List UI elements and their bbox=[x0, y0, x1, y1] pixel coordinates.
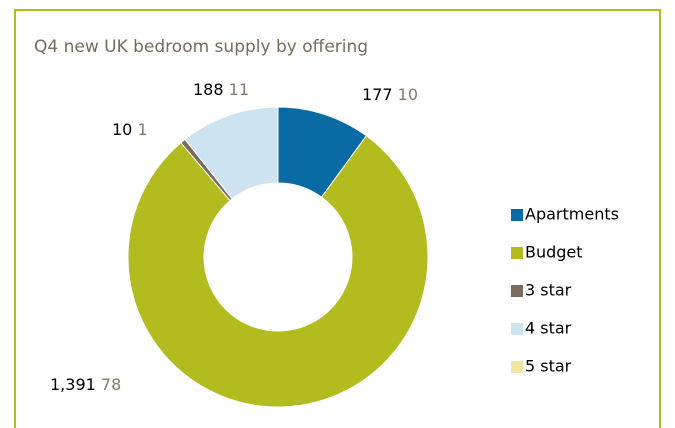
legend-swatch bbox=[511, 285, 523, 297]
data-label: 177 10 bbox=[362, 85, 418, 104]
legend-swatch bbox=[511, 247, 523, 259]
percent-label: 1 bbox=[137, 120, 147, 139]
percent-label: 11 bbox=[229, 80, 249, 99]
legend-label: 5 star bbox=[525, 357, 572, 376]
value-label: 188 bbox=[193, 80, 224, 99]
value-label: 177 bbox=[362, 85, 393, 104]
donut-slice bbox=[184, 106, 279, 200]
legend-label: 3 star bbox=[525, 281, 572, 300]
donut-slice bbox=[127, 135, 429, 408]
data-label: 10 1 bbox=[112, 120, 148, 139]
legend-swatch bbox=[511, 323, 523, 335]
value-label: 10 bbox=[112, 120, 132, 139]
data-label: 188 11 bbox=[193, 80, 249, 99]
legend-label: Apartments bbox=[525, 205, 619, 224]
percent-label: 78 bbox=[101, 375, 121, 394]
legend-swatch bbox=[511, 209, 523, 221]
data-label: 1,391 78 bbox=[50, 375, 121, 394]
value-label: 1,391 bbox=[50, 375, 96, 394]
chart-title: Q4 new UK bedroom supply by offering bbox=[34, 37, 368, 57]
legend-label: 4 star bbox=[525, 319, 572, 338]
legend-swatch bbox=[511, 361, 523, 373]
legend-label: Budget bbox=[525, 243, 583, 262]
percent-label: 10 bbox=[398, 85, 418, 104]
